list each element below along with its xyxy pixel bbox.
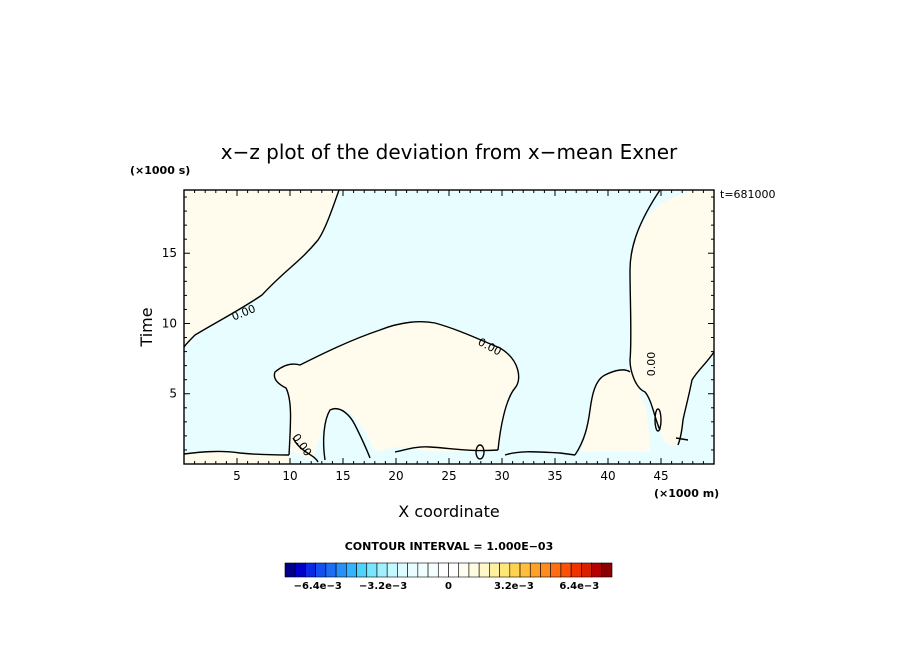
positive-region-bottom-left bbox=[184, 451, 289, 464]
y-scale-note: (×1000 s) bbox=[130, 164, 190, 177]
contour-line bbox=[629, 190, 661, 431]
contour-line bbox=[574, 369, 631, 456]
chart-title: x−z plot of the deviation from x−mean Ex… bbox=[221, 140, 678, 164]
contour-line bbox=[504, 451, 576, 456]
colorbar-tick-label: 3.2e−3 bbox=[494, 581, 534, 592]
colorbar-tick-label: 0 bbox=[445, 581, 452, 592]
y-tick-label: 5 bbox=[169, 387, 177, 401]
colorbar-labels: −6.4e−3 −3.2e−3 0 3.2e−3 6.4e−3 bbox=[294, 581, 600, 592]
x-scale-note: (×1000 m) bbox=[654, 487, 719, 500]
contour-line bbox=[184, 190, 340, 348]
y-axis-label: Time bbox=[137, 307, 156, 347]
x-tick-label: 30 bbox=[494, 469, 509, 483]
colorbar-swatch bbox=[458, 562, 470, 578]
positive-region-top-left bbox=[184, 190, 339, 347]
colorbar-swatch bbox=[366, 562, 378, 578]
y-tick-label: 10 bbox=[162, 316, 177, 330]
colorbar-swatch bbox=[305, 562, 316, 578]
x-tick-label: 25 bbox=[441, 469, 456, 483]
y-tick-labels: 5 10 15 bbox=[162, 246, 177, 401]
colorbar-swatch bbox=[509, 562, 521, 578]
contour-line bbox=[677, 351, 714, 446]
plot-area bbox=[184, 190, 714, 464]
x-tick-label: 35 bbox=[547, 469, 562, 483]
colorbar-swatch bbox=[335, 562, 347, 578]
colorbar-swatch bbox=[427, 562, 439, 578]
colorbar-swatch bbox=[570, 562, 582, 578]
colorbar-swatch bbox=[294, 562, 306, 578]
colorbar-swatch bbox=[325, 562, 337, 578]
y-tick-label: 15 bbox=[162, 246, 177, 260]
colorbar-tick-label: 6.4e−3 bbox=[559, 581, 599, 592]
colorbar-swatch bbox=[529, 562, 541, 578]
colorbar-swatch bbox=[284, 562, 296, 578]
colorbar-swatch bbox=[417, 562, 429, 578]
x-tick-label: 20 bbox=[388, 469, 403, 483]
colorbar-swatch bbox=[540, 562, 551, 578]
colorbar-swatch bbox=[581, 562, 592, 578]
colorbar-tick-label: −6.4e−3 bbox=[294, 581, 342, 592]
colorbar-swatch bbox=[550, 562, 562, 578]
contour-label: 0.00 bbox=[645, 352, 658, 377]
colorbar-swatch bbox=[346, 562, 357, 578]
colorbar-swatch bbox=[499, 562, 511, 578]
colorbar-swatch bbox=[386, 562, 398, 578]
x-tick-labels: 5 10 15 20 25 30 35 40 45 bbox=[233, 469, 668, 483]
x-tick-label: 45 bbox=[653, 469, 668, 483]
colorbar-swatch bbox=[489, 562, 500, 578]
contour-lines bbox=[184, 190, 714, 463]
contour-line bbox=[273, 321, 520, 456]
positive-region-bottom-right bbox=[580, 369, 650, 452]
colorbar-swatch bbox=[437, 562, 449, 578]
colorbar bbox=[284, 562, 613, 578]
contour-small-loop bbox=[654, 408, 662, 432]
contour-line bbox=[322, 408, 371, 461]
colorbar-title: CONTOUR INTERVAL = 1.000E−03 bbox=[345, 540, 554, 553]
contour-line bbox=[184, 450, 290, 456]
contour-line bbox=[675, 437, 689, 441]
colorbar-swatch bbox=[448, 562, 460, 578]
colorbar-swatch bbox=[315, 562, 327, 578]
x-axis-label: X coordinate bbox=[398, 502, 499, 521]
x-tick-label: 15 bbox=[335, 469, 350, 483]
x-tick-label: 5 bbox=[233, 469, 241, 483]
colorbar-swatch bbox=[397, 562, 408, 578]
time-stamp: t=681000 bbox=[720, 188, 776, 201]
colorbar-swatch bbox=[356, 562, 368, 578]
contour-line bbox=[292, 437, 319, 463]
colorbar-swatch bbox=[519, 562, 531, 578]
colorbar-swatch bbox=[560, 562, 572, 578]
positive-region-center bbox=[274, 321, 519, 460]
colorbar-tick-label: −3.2e−3 bbox=[359, 581, 407, 592]
axis-ticks bbox=[184, 190, 714, 464]
colorbar-swatch bbox=[376, 562, 388, 578]
colorbar-swatch bbox=[601, 562, 613, 578]
contour-small-loop bbox=[475, 444, 485, 460]
positive-region-right bbox=[630, 190, 714, 446]
colorbar-swatch bbox=[591, 562, 603, 578]
colorbar-swatch bbox=[478, 562, 490, 578]
x-tick-label: 10 bbox=[282, 469, 297, 483]
colorbar-swatch bbox=[407, 562, 419, 578]
colorbar-swatch bbox=[468, 562, 480, 578]
x-tick-label: 40 bbox=[600, 469, 615, 483]
